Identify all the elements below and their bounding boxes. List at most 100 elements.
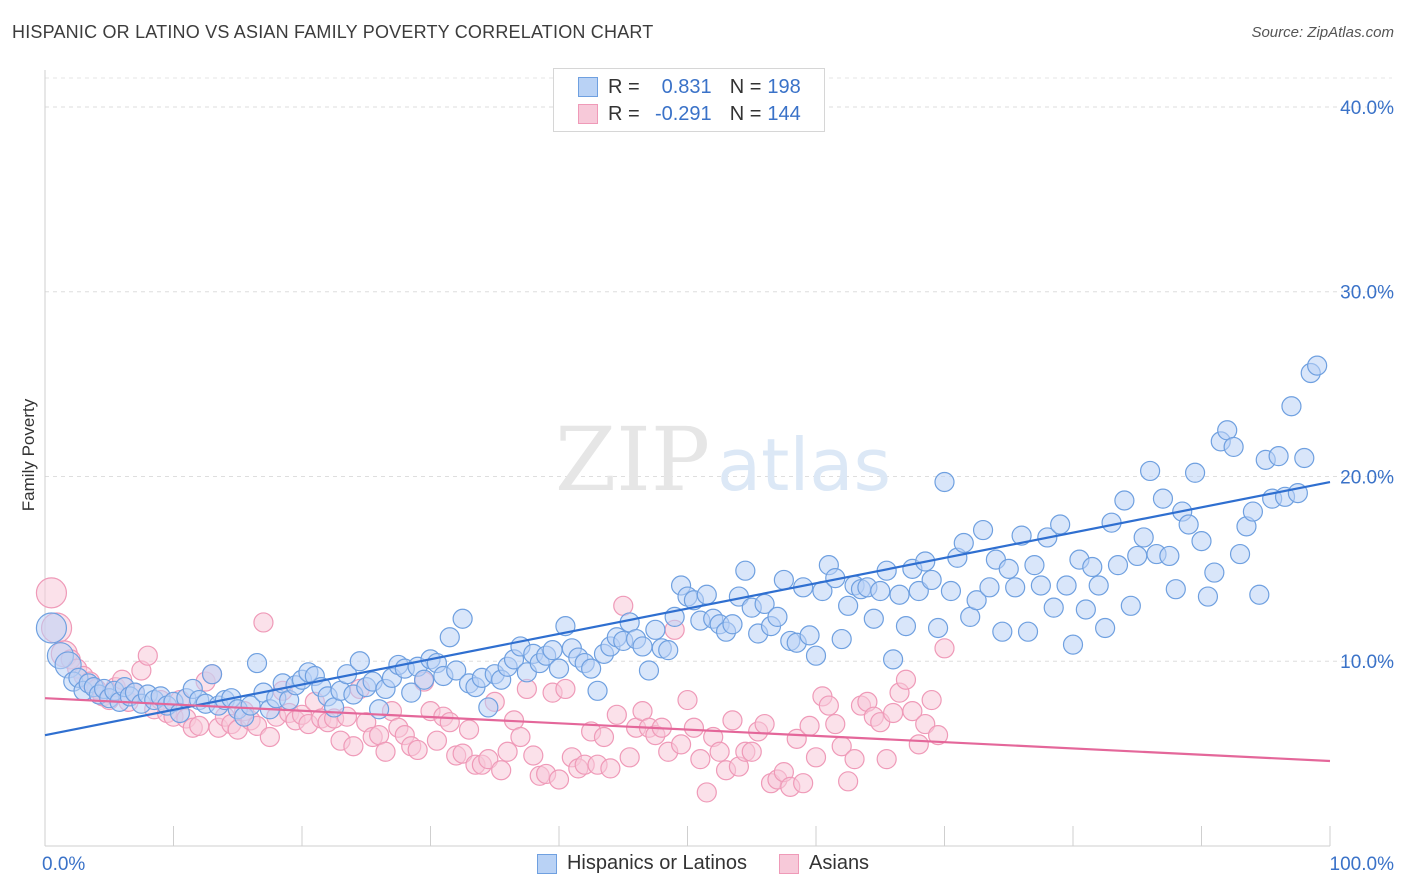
grid-lines <box>45 77 1392 662</box>
hispanics-point <box>895 616 917 637</box>
hispanics-point <box>882 649 904 670</box>
asians-swatch <box>578 104 598 124</box>
correlation-legend: R = 0.831 N = 198 R = -0.291 N = 144 <box>553 68 825 132</box>
hispanics-trend-line <box>44 480 1331 737</box>
asians-point <box>690 749 711 770</box>
hispanics-point <box>953 532 974 554</box>
hispanics-point <box>1017 621 1039 642</box>
source-label: Source: ZipAtlas.com <box>1251 24 1394 41</box>
asians-point <box>677 689 698 711</box>
hispanics-point <box>927 617 949 639</box>
y-tick-label: 20.0% <box>1340 467 1394 488</box>
hispanics-point <box>1197 586 1219 607</box>
hispanics-point <box>805 645 827 666</box>
hispanics-point <box>1159 545 1180 567</box>
watermark-zip: ZIP <box>555 408 710 511</box>
hispanics-point <box>446 660 467 681</box>
asians-point <box>741 741 762 762</box>
hispanics-point <box>1114 490 1135 511</box>
hispanics-point <box>1184 462 1206 483</box>
asians-point <box>375 741 396 762</box>
asians-point <box>805 747 827 768</box>
asians-point <box>934 638 955 659</box>
asians-point <box>895 669 917 690</box>
asians-point <box>497 741 518 762</box>
asians-point <box>606 704 627 725</box>
hispanics-point <box>979 577 1000 598</box>
asians-point <box>491 760 512 781</box>
legend-row-hispanics: R = 0.831 N = 198 <box>578 75 801 99</box>
hispanics-point <box>632 636 653 657</box>
chart-title: HISPANIC OR LATINO VS ASIAN FAMILY POVER… <box>12 22 654 42</box>
n-label: N = <box>729 102 762 125</box>
r-value: 0.831 <box>661 75 712 98</box>
asians-legend-swatch <box>779 853 800 874</box>
asians-legend-label: Asians <box>809 852 870 874</box>
asians-trend-line <box>44 697 1331 763</box>
y-tick-label: 30.0% <box>1340 283 1394 304</box>
hispanics-point <box>1056 575 1077 596</box>
asians-point <box>818 695 839 716</box>
hispanics-point <box>870 580 891 602</box>
hispanics-point <box>1242 501 1264 522</box>
r-value: -0.291 <box>654 102 712 125</box>
asians-point <box>439 712 460 733</box>
asians-point <box>426 730 448 751</box>
hispanics-point <box>1127 545 1148 567</box>
hispanics-point <box>934 471 955 493</box>
asians-point <box>825 713 846 735</box>
asians-point <box>915 713 936 735</box>
hispanics-point <box>838 595 859 616</box>
hispanics-point <box>889 584 910 605</box>
watermark-atlas: atlas <box>717 423 891 507</box>
hispanics-point <box>966 590 987 611</box>
x-tick-label: 100.0% <box>1330 854 1395 875</box>
hispanics-point <box>645 619 666 640</box>
asians-point <box>683 717 705 738</box>
hispanics-point <box>1120 595 1141 616</box>
asians-point <box>619 747 640 768</box>
asians-point <box>927 725 949 746</box>
y-tick-labels: 10.0% 20.0% 30.0% 40.0% <box>1340 98 1394 673</box>
axes <box>44 70 1331 847</box>
hispanics-point <box>1249 584 1270 605</box>
hispanics-point <box>998 558 1019 579</box>
hispanics-point <box>1082 556 1103 578</box>
legend-row-asians: R = -0.291 N = 144 <box>578 102 801 126</box>
hispanics-point <box>972 519 994 541</box>
hispanics-point <box>1011 525 1032 546</box>
hispanics-point <box>1281 396 1302 417</box>
hispanics-point <box>908 580 929 602</box>
hispanics-point <box>658 640 679 661</box>
asians-point <box>908 734 929 755</box>
asians-point <box>838 771 859 792</box>
hispanics-legend-label: Hispanics or Latinos <box>566 852 748 874</box>
asians-point <box>137 645 158 666</box>
hispanics-point <box>696 584 717 605</box>
hispanics-point <box>1107 555 1129 576</box>
asians-point <box>523 745 544 766</box>
asians-point <box>754 713 775 735</box>
hispanics-point <box>1152 488 1174 509</box>
hispanics-point <box>1062 634 1084 655</box>
y-axis-label: Family Poverty <box>19 398 38 511</box>
hispanics-point <box>542 640 563 661</box>
hispanics-point <box>1307 355 1328 376</box>
trend-lines <box>44 480 1331 763</box>
y-tick-label: 10.0% <box>1340 652 1394 673</box>
series-legend: Hispanics or Latinos Asians <box>0 852 1406 875</box>
n-value: 198 <box>767 75 801 98</box>
hispanics-point <box>799 625 820 646</box>
x-tick-labels: 0.0% 100.0% <box>42 854 1394 875</box>
hispanics-legend-swatch <box>536 853 557 874</box>
hispanics-point <box>439 627 460 648</box>
hispanics-point <box>940 580 962 602</box>
hispanics-point <box>863 608 884 629</box>
hispanics-point <box>992 621 1013 642</box>
hispanics-point <box>413 669 435 690</box>
n-value: 144 <box>767 102 801 125</box>
hispanics-point <box>735 560 756 581</box>
hispanics-point <box>35 612 68 644</box>
asians-point <box>600 758 621 779</box>
